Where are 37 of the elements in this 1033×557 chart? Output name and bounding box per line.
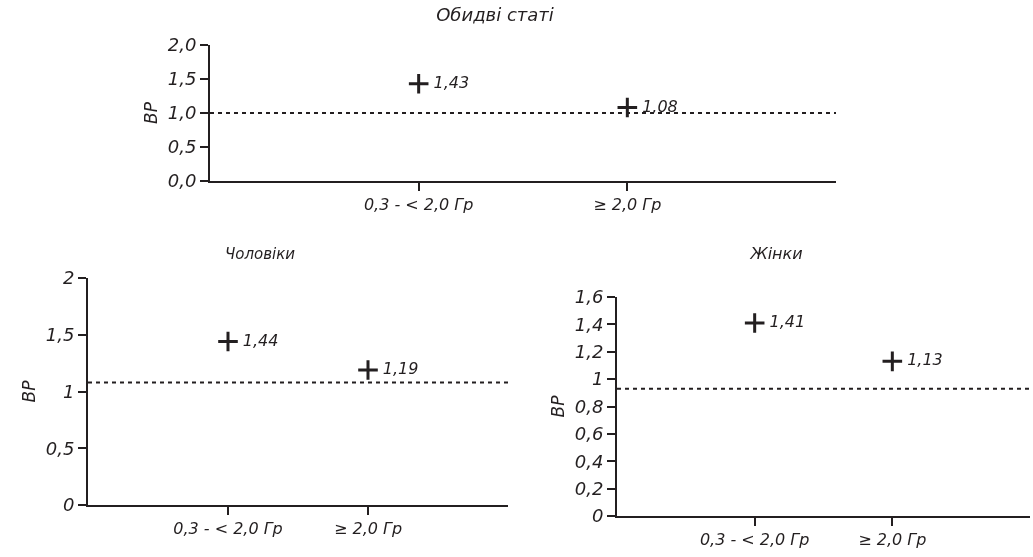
y-tick-label: 1,2 (574, 341, 604, 363)
y-axis-title: ВР (140, 101, 161, 124)
y-tick-label: 0,5 (167, 136, 197, 158)
x-tick-label: ≥ 2,0 Гр (333, 519, 403, 539)
y-tick-label: 0 (62, 494, 75, 516)
chart-title: Чоловіки (224, 244, 296, 263)
x-tick-label: ≥ 2,0 Гр (593, 195, 662, 215)
y-tick-label: 0 (591, 505, 604, 527)
x-tick-label: 0,3 - < 2,0 Гр (363, 195, 474, 215)
x-tick-label: 0,3 - < 2,0 Гр (699, 530, 810, 550)
y-tick-label: 1 (591, 368, 604, 390)
data-label: 1,43 (428, 72, 470, 92)
y-tick-label: 0,4 (574, 450, 604, 472)
chart-title: Жінки (749, 244, 803, 264)
y-tick-label: 0,8 (574, 395, 604, 417)
chart-title: Обидві статі (436, 3, 554, 25)
x-tick-label: 0,3 - < 2,0 Гр (173, 519, 283, 539)
y-tick-label: 0,0 (167, 170, 197, 192)
y-axis-title: ВР (547, 394, 568, 418)
y-tick-label: 1,0 (167, 102, 197, 124)
y-tick-label: 1,5 (167, 68, 197, 90)
y-tick-label: 0,5 (45, 437, 75, 459)
y-tick-label: 1 (62, 380, 75, 402)
y-tick-label: 1,4 (574, 313, 604, 335)
x-tick-label: ≥ 2,0 Гр (858, 530, 927, 550)
data-label: 1,41 (764, 312, 806, 332)
data-label: 1,08 (637, 96, 678, 116)
y-tick-label: 2,0 (167, 34, 197, 56)
y-tick-label: 2 (62, 267, 75, 289)
y-axis-title: ВР (18, 379, 39, 403)
data-label: 1,19 (377, 358, 419, 378)
y-tick-label: 1,5 (45, 324, 75, 346)
y-tick-label: 1,6 (574, 286, 604, 308)
data-label: 1,44 (237, 330, 279, 350)
y-tick-label: 0,6 (574, 423, 604, 445)
data-label: 1,13 (902, 350, 943, 370)
y-tick-label: 0,2 (574, 477, 604, 499)
